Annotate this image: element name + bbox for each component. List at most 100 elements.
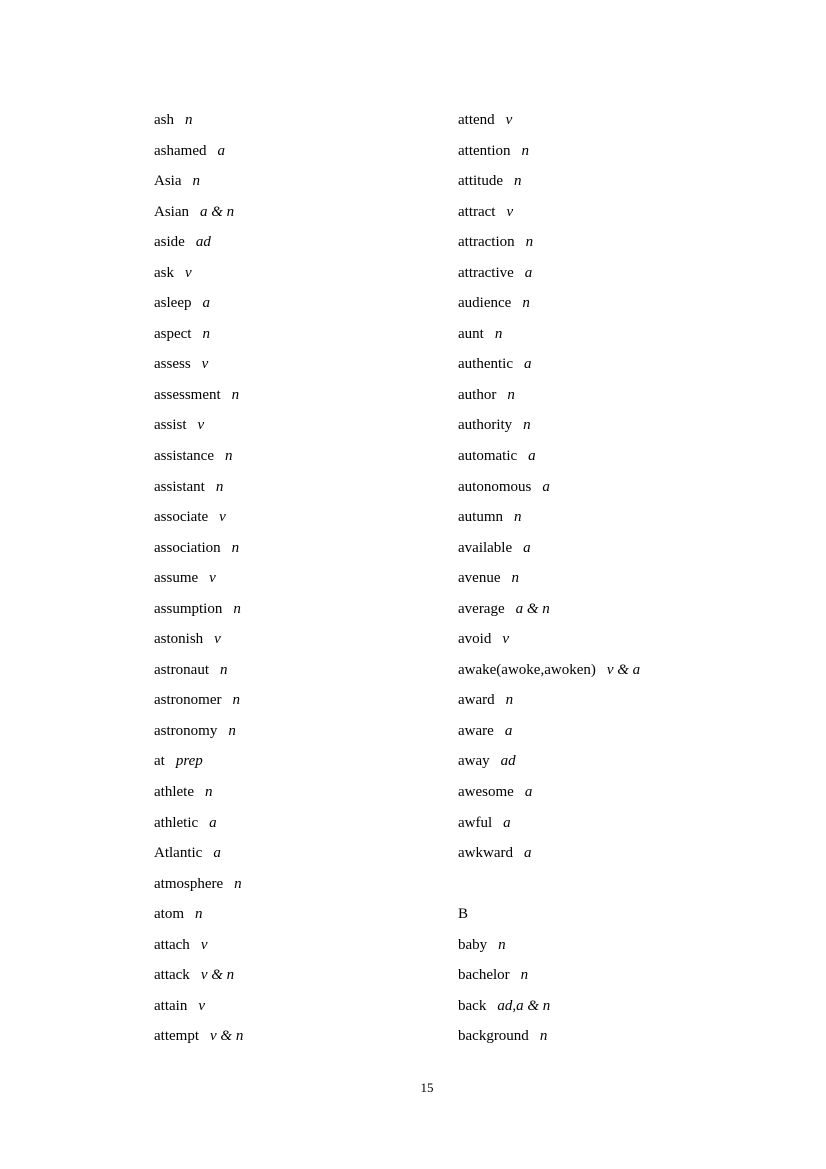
word-entry: authority n xyxy=(458,410,640,441)
entry-word: atom xyxy=(154,906,184,923)
word-list-right-column: attend v attention n attitude n attract v attrac… xyxy=(458,105,640,1052)
entry-word: assumption xyxy=(154,600,223,617)
entry-pos: ad xyxy=(195,234,211,251)
entry-pos: n xyxy=(195,906,203,923)
word-entry: Atlantic a xyxy=(154,838,243,869)
word-entry: awful a xyxy=(458,808,640,839)
entry-word: athletic xyxy=(154,814,199,831)
entry-word: background xyxy=(458,1028,529,1045)
word-entry: astronomer n xyxy=(154,685,243,716)
entry-pos: n xyxy=(525,234,534,251)
entry-pos: n xyxy=(522,295,530,312)
entry-pos: v xyxy=(219,509,226,526)
entry-word: avenue xyxy=(458,570,501,587)
word-entry: atom n xyxy=(154,899,243,930)
entry-word: astronomer xyxy=(154,692,222,709)
entry-word: back xyxy=(458,997,487,1014)
entry-pos: n xyxy=(233,600,241,617)
word-entry: available a xyxy=(458,533,640,564)
entry-pos: v & n xyxy=(200,967,235,984)
entry-pos: a xyxy=(524,264,533,281)
entry-word: Asia xyxy=(154,173,182,190)
entry-pos: v xyxy=(185,264,192,281)
entry-pos: v xyxy=(200,936,208,953)
word-entry: automatic a xyxy=(458,441,640,472)
word-entry: attitude n xyxy=(458,166,640,197)
entry-word: aside xyxy=(154,234,185,251)
entry-word: bachelor xyxy=(458,967,510,984)
entry-pos: v xyxy=(198,997,205,1014)
entry-word: association xyxy=(154,539,221,556)
word-entry: attempt v & n xyxy=(154,1021,243,1052)
entry-pos: n xyxy=(514,173,522,190)
word-entry: association n xyxy=(154,533,243,564)
entry-word: attack xyxy=(154,967,190,984)
entry-pos: v & n xyxy=(210,1028,244,1045)
entry-word: ashamed xyxy=(154,142,207,159)
entry-word: attract xyxy=(458,203,496,220)
word-entry: awesome a xyxy=(458,777,640,808)
entry-pos: a xyxy=(213,845,221,862)
word-entry: Asian a & n xyxy=(154,197,243,228)
entry-pos: a xyxy=(504,722,513,739)
entry-pos: a xyxy=(523,356,532,373)
entry-pos: a & n xyxy=(515,600,550,617)
word-entry: assessment n xyxy=(154,380,243,411)
entry-word: attain xyxy=(154,997,188,1014)
entry-word: astonish xyxy=(154,631,204,648)
word-entry: athletic a xyxy=(154,808,243,839)
entry-pos: a xyxy=(217,142,225,159)
entry-pos: n xyxy=(231,386,240,403)
word-entry: background n xyxy=(458,1021,640,1052)
word-entry: award n xyxy=(458,685,640,716)
word-entry: ask v xyxy=(154,258,243,289)
entry-word: atmosphere xyxy=(154,875,224,892)
entry-pos: a & n xyxy=(200,203,235,220)
entry-word: avoid xyxy=(458,631,492,648)
entry-word: at xyxy=(154,753,165,770)
word-entry: athlete n xyxy=(154,777,243,808)
entry-pos: n xyxy=(234,875,242,892)
entry-pos: n xyxy=(228,722,236,739)
entry-pos: n xyxy=(232,692,240,709)
word-entry: ashamed a xyxy=(154,136,243,167)
entry-word: attach xyxy=(154,936,190,953)
entry-pos: prep xyxy=(175,753,203,770)
word-entry: at prep xyxy=(154,746,243,777)
entry-word: associate xyxy=(154,509,209,526)
entry-word: ask xyxy=(154,264,174,281)
entry-pos: a xyxy=(523,845,532,862)
entry-pos: a xyxy=(202,295,210,312)
word-entry: audience n xyxy=(458,288,640,319)
word-entry: autonomous a xyxy=(458,472,640,503)
word-entry: average a & n xyxy=(458,594,640,625)
word-entry: aspect n xyxy=(154,319,243,350)
entry-pos: n xyxy=(523,417,531,434)
entry-pos: a xyxy=(523,539,531,556)
word-entry: assume v xyxy=(154,563,243,594)
entry-pos: n xyxy=(204,784,213,801)
entry-word: attention xyxy=(458,142,511,159)
entry-word: award xyxy=(458,692,495,709)
entry-word: autumn xyxy=(458,509,503,526)
word-entry: astronaut n xyxy=(154,655,243,686)
entry-word: attitude xyxy=(458,173,503,190)
entry-word: audience xyxy=(458,295,512,312)
entry-word: assessment xyxy=(154,386,221,403)
word-entry: awkward a xyxy=(458,838,640,869)
entry-word: awesome xyxy=(458,784,514,801)
entry-word: autonomous xyxy=(458,478,532,495)
entry-pos: v xyxy=(209,570,216,587)
page-number: 15 xyxy=(420,1080,434,1095)
word-entry: avenue n xyxy=(458,563,640,594)
word-entry: aunt n xyxy=(458,319,640,350)
word-entry: attain v xyxy=(154,991,243,1022)
entry-word: attraction xyxy=(458,234,515,251)
entry-word: assistance xyxy=(154,448,214,465)
entry-word: awful xyxy=(458,814,493,831)
entry-word: away xyxy=(458,753,490,770)
word-entry: back ad,a & n xyxy=(458,991,640,1022)
entry-pos: n xyxy=(192,173,201,190)
word-entry: Asia n xyxy=(154,166,243,197)
